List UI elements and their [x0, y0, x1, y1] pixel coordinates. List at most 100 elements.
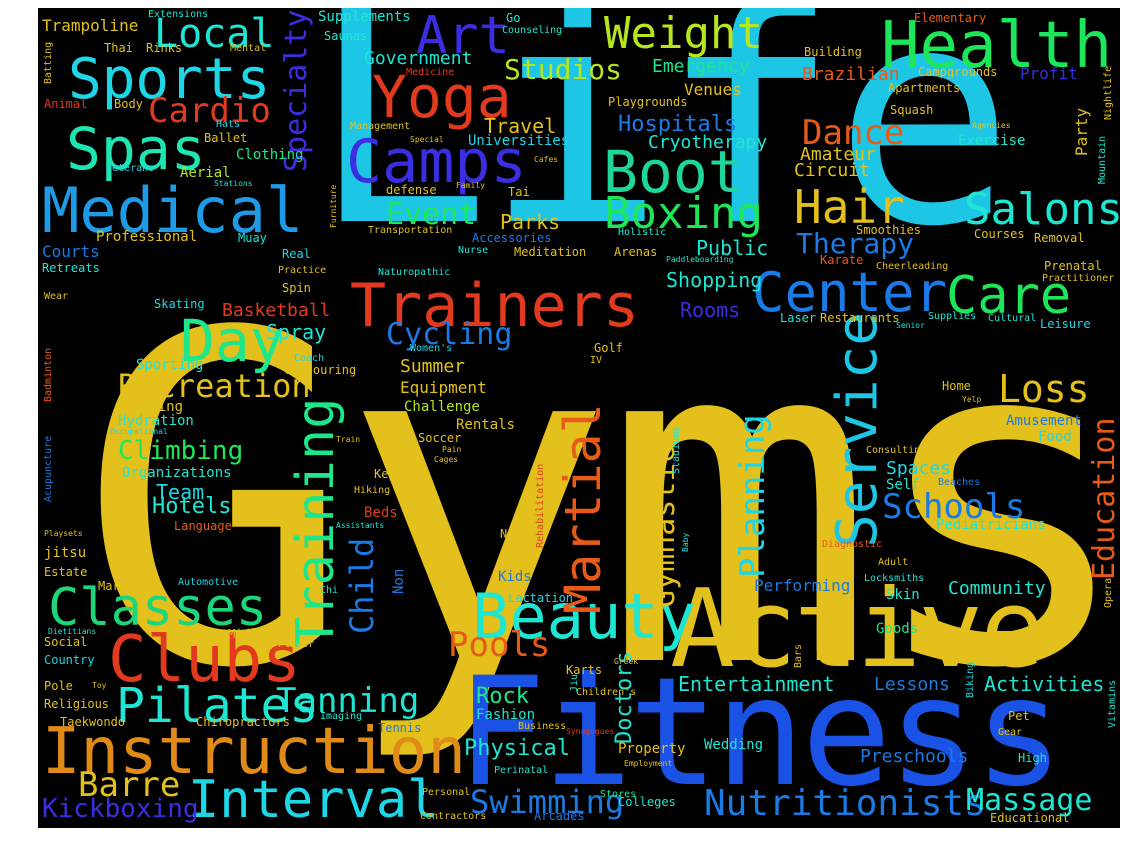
word-massage: Massage: [966, 783, 1093, 818]
word-arcades: Arcades: [534, 809, 585, 823]
word-soccer: Soccer: [418, 431, 462, 445]
word-assistants: Assistants: [336, 521, 385, 530]
word-pain: Pain: [442, 445, 462, 454]
word-lactation: Lactation: [508, 591, 574, 605]
word-skating: Skating: [154, 297, 205, 311]
word-stations: Stations: [214, 179, 253, 188]
word-performing: Performing: [754, 576, 851, 595]
word-coach: Coach: [294, 353, 325, 364]
word-elementary: Elementary: [914, 11, 987, 25]
word-management: Management: [350, 121, 411, 132]
word-tanning: Tanning: [276, 681, 420, 721]
word-nightlife: Nightlife: [1103, 65, 1114, 120]
word-health: Health: [881, 9, 1113, 83]
word-cafes: Cafes: [534, 155, 559, 164]
word-dietitians: Dietitians: [48, 627, 97, 636]
word-fashion: Fashion: [476, 707, 536, 723]
word-veterans: Veterans: [106, 163, 155, 174]
word-wear: Wear: [44, 291, 69, 302]
word-go: Go: [506, 11, 521, 25]
word-exercise: Exercise: [958, 133, 1026, 149]
word-hydration: Hydration: [118, 413, 194, 429]
word-active: Active: [670, 567, 1045, 692]
word-summer: Summer: [400, 356, 466, 377]
word-estate: Estate: [44, 565, 88, 579]
word-colleges: Colleges: [618, 795, 676, 809]
word-day: Day: [180, 307, 285, 375]
word-cryotherapy: Cryotherapy: [648, 132, 768, 153]
word-chiropractors: Chiropractors: [196, 715, 290, 729]
word-contouring: Contouring: [284, 363, 357, 377]
word-physical: Physical: [464, 736, 570, 761]
word-child: Child: [343, 537, 381, 634]
word-garden: Garden: [168, 635, 197, 644]
word-planning: Planning: [733, 414, 773, 578]
word-circuit: Circuit: [794, 160, 870, 181]
word-climbing: Climbing: [118, 436, 244, 466]
word-team: Team: [156, 480, 205, 504]
word-entertainment: Entertainment: [678, 672, 835, 696]
word-sporting: Sporting: [136, 357, 204, 373]
word-recreation: Recreation: [118, 367, 311, 405]
word-diagnostic: Diagnostic: [822, 539, 883, 550]
word-equipment: Equipment: [400, 378, 487, 397]
word-self: Self: [886, 477, 920, 493]
word-hair: Hair: [794, 180, 905, 234]
word-iv: IV: [590, 355, 603, 366]
word-mountain: Mountain: [1097, 135, 1108, 184]
word-vitamins: Vitamins: [1107, 679, 1118, 728]
word-senior: Senior: [896, 321, 925, 330]
word-party: Party: [1072, 107, 1091, 156]
word-adult: Adult: [878, 557, 909, 568]
word-rentals: Rentals: [456, 417, 516, 433]
word-art: Art: [416, 8, 510, 66]
word-opera: Opera: [1103, 577, 1114, 608]
word-nail: Nail: [500, 527, 529, 541]
word-religious: Religious: [44, 697, 110, 711]
word-service: Service: [825, 311, 890, 548]
word-toy: Toy: [92, 681, 107, 690]
word-medicine: Medicine: [406, 67, 455, 78]
word-yelp: Yelp: [962, 395, 982, 404]
word-government: Government: [364, 48, 473, 69]
word-locksmiths: Locksmiths: [864, 573, 925, 584]
word-middle: Middle: [228, 627, 272, 641]
word-training: Training: [286, 397, 346, 648]
word-cardio: Cardio: [148, 91, 271, 131]
word-social: Social: [44, 635, 88, 649]
word-beaches: Beaches: [938, 477, 981, 488]
word-spray: Spray: [266, 320, 327, 344]
word-keys: Keys: [374, 467, 403, 481]
word-care: Care: [946, 266, 1072, 326]
word-baby: Baby: [681, 532, 690, 552]
word-playsets: Playsets: [44, 529, 83, 538]
word-hats: Hats: [216, 119, 241, 130]
word-camps: Camps: [346, 127, 527, 197]
word-furniture: Furniture: [329, 184, 338, 228]
word-prenatal: Prenatal: [1044, 259, 1102, 273]
word-pools: Pools: [448, 625, 551, 665]
word-chi: Chi: [320, 585, 339, 596]
word-removal: Removal: [1034, 231, 1085, 245]
word-language: Language: [174, 519, 232, 533]
word-markets: Markets: [98, 579, 149, 593]
word-courts: Courts: [42, 242, 100, 261]
word-beds: Beds: [364, 505, 398, 521]
word-life: Life: [310, 8, 1014, 292]
word-transportation: Transportation: [368, 225, 453, 236]
word-squash: Squash: [890, 103, 934, 117]
word-weight: Weight: [604, 8, 763, 59]
word-saunas: Saunas: [324, 29, 368, 43]
word-nurse: Nurse: [458, 245, 489, 256]
word-restaurants: Restaurants: [820, 311, 900, 325]
word-trainers: Trainers: [350, 271, 639, 341]
word-hospitals: Hospitals: [618, 112, 738, 137]
word-practitioner: Practitioner: [1042, 273, 1115, 284]
word-wedding: Wedding: [704, 737, 764, 753]
word-campgrounds: Campgrounds: [918, 65, 998, 79]
word-emergency: Emergency: [652, 56, 750, 77]
word-counseling: Counseling: [502, 25, 563, 36]
word-instruction: Instruction: [42, 715, 466, 789]
word-naturopathic: Naturopathic: [378, 267, 451, 278]
word-yoga: Yoga: [372, 63, 512, 131]
